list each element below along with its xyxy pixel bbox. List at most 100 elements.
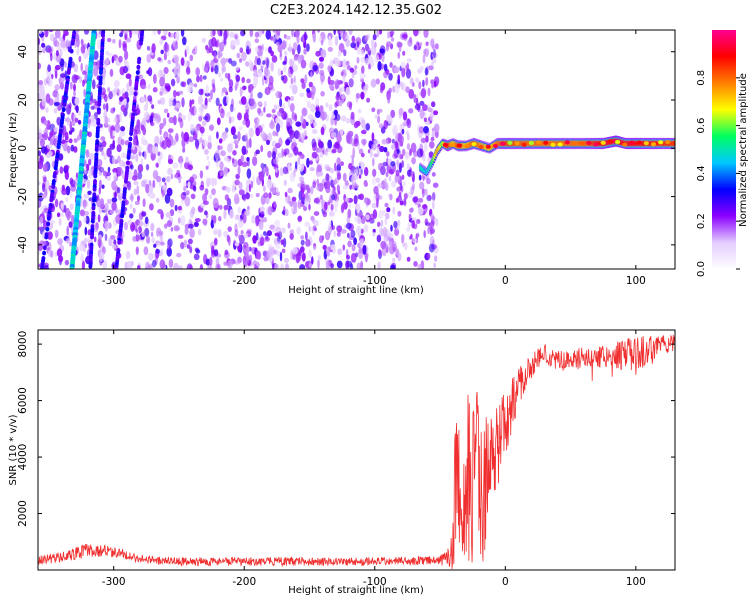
noise-blob <box>177 234 184 239</box>
noise-blob <box>150 193 156 199</box>
noise-blob <box>233 193 240 204</box>
noise-blob <box>227 143 233 153</box>
noise-blob <box>388 87 393 94</box>
noise-blob <box>306 121 309 126</box>
noise-blob <box>162 117 167 127</box>
noise-blob <box>60 39 67 49</box>
noise-blob <box>367 50 372 56</box>
noise-blob <box>287 99 291 108</box>
streak-segment <box>120 213 125 219</box>
noise-blob <box>224 72 229 79</box>
noise-blob <box>357 248 364 260</box>
noise-blob <box>99 256 103 263</box>
noise-blob <box>308 81 313 88</box>
streak-segment <box>118 232 123 237</box>
noise-blob <box>305 231 308 241</box>
noise-blob <box>54 198 59 208</box>
noise-blob <box>284 257 289 264</box>
noise-blob <box>402 242 406 247</box>
noise-blob <box>199 184 205 191</box>
ridge-node <box>528 141 535 145</box>
noise-blob <box>301 107 308 117</box>
streak-segment <box>56 144 61 150</box>
noise-blob <box>218 138 223 144</box>
noise-blob <box>356 225 362 235</box>
noise-blob <box>406 226 411 232</box>
noise-blob <box>211 188 216 196</box>
noise-blob <box>349 263 354 269</box>
noise-blob <box>238 126 243 131</box>
noise-blob <box>402 121 408 127</box>
noise-blob <box>390 37 395 42</box>
spectrogram-xlabel: Height of straight line (km) <box>288 285 424 296</box>
noise-blob <box>314 110 321 119</box>
x-tick-label: -100 <box>363 275 387 287</box>
noise-blob <box>364 57 370 66</box>
noise-blob <box>166 246 172 257</box>
noise-blob <box>150 231 154 238</box>
ridge-node <box>579 141 585 146</box>
noise-blob <box>251 214 256 224</box>
noise-blob <box>255 149 260 155</box>
noise-blob <box>70 179 76 187</box>
noise-blob <box>409 235 412 240</box>
noise-blob <box>406 163 411 170</box>
noise-blob <box>102 170 108 177</box>
noise-blob <box>142 126 147 136</box>
y-tick-label: -20 <box>17 188 29 205</box>
noise-blob <box>129 86 135 95</box>
noise-blob <box>213 228 219 236</box>
noise-blob <box>312 128 318 134</box>
noise-blob <box>138 220 144 227</box>
noise-blob <box>204 210 208 216</box>
noise-blob <box>118 96 124 102</box>
noise-blob <box>142 198 146 208</box>
noise-blob <box>316 171 322 178</box>
noise-blob <box>241 51 247 62</box>
noise-blob <box>184 223 190 230</box>
noise-blob <box>43 264 49 269</box>
noise-blob <box>401 128 405 135</box>
noise-blob <box>187 111 192 122</box>
ridge-node <box>571 141 578 146</box>
noise-blob <box>73 63 79 73</box>
noise-blob <box>193 83 198 88</box>
noise-blob <box>188 264 193 269</box>
noise-blob <box>335 113 341 122</box>
noise-blob <box>331 132 337 138</box>
noise-blob <box>219 204 223 210</box>
noise-blob <box>74 97 80 106</box>
noise-blob <box>316 185 320 191</box>
noise-blob <box>342 172 347 182</box>
noise-blob <box>48 150 53 157</box>
noise-blob <box>54 30 61 39</box>
noise-blob <box>252 175 256 184</box>
noise-blob <box>53 101 60 107</box>
noise-blob <box>383 177 387 187</box>
noise-blob <box>244 133 249 141</box>
noise-blob <box>204 97 208 106</box>
noise-blob <box>399 200 404 206</box>
noise-blob <box>96 39 102 50</box>
noise-blob <box>423 48 430 57</box>
noise-blob <box>101 140 107 148</box>
noise-blob <box>319 69 325 76</box>
noise-blob <box>74 75 80 80</box>
noise-blob <box>148 179 152 187</box>
noise-blob <box>298 249 302 257</box>
noise-blob <box>289 171 295 182</box>
streak-segment <box>117 240 122 245</box>
noise-blob <box>406 118 412 129</box>
streak-segment <box>92 186 97 192</box>
noise-blob <box>148 184 153 194</box>
noise-blob <box>113 116 118 124</box>
noise-blob <box>313 220 319 227</box>
noise-blob <box>199 137 203 143</box>
noise-blob <box>144 227 150 237</box>
noise-blob <box>410 170 414 179</box>
noise-blob <box>293 146 299 156</box>
noise-blob <box>50 136 54 145</box>
noise-blob <box>97 237 103 248</box>
noise-blob <box>255 129 260 136</box>
noise-blob <box>42 163 48 173</box>
